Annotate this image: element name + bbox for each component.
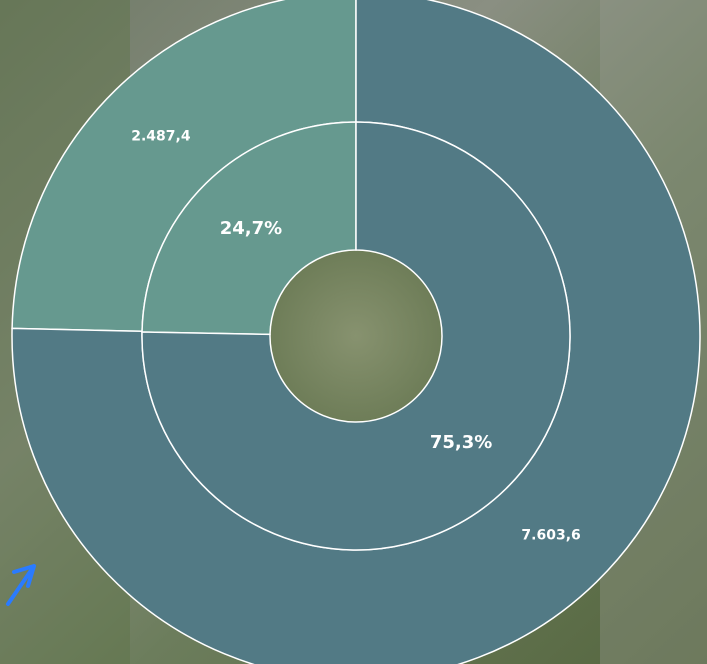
chart: 2.487,4 7.603,6 24,7% 75,3% xyxy=(0,0,707,664)
value-label: 75,3% xyxy=(430,432,492,453)
value-label: 24,7% xyxy=(220,218,282,239)
value-label: 7.603,6 xyxy=(521,527,580,543)
value-label: 2.487,4 xyxy=(131,129,191,145)
center-hole xyxy=(270,250,442,422)
